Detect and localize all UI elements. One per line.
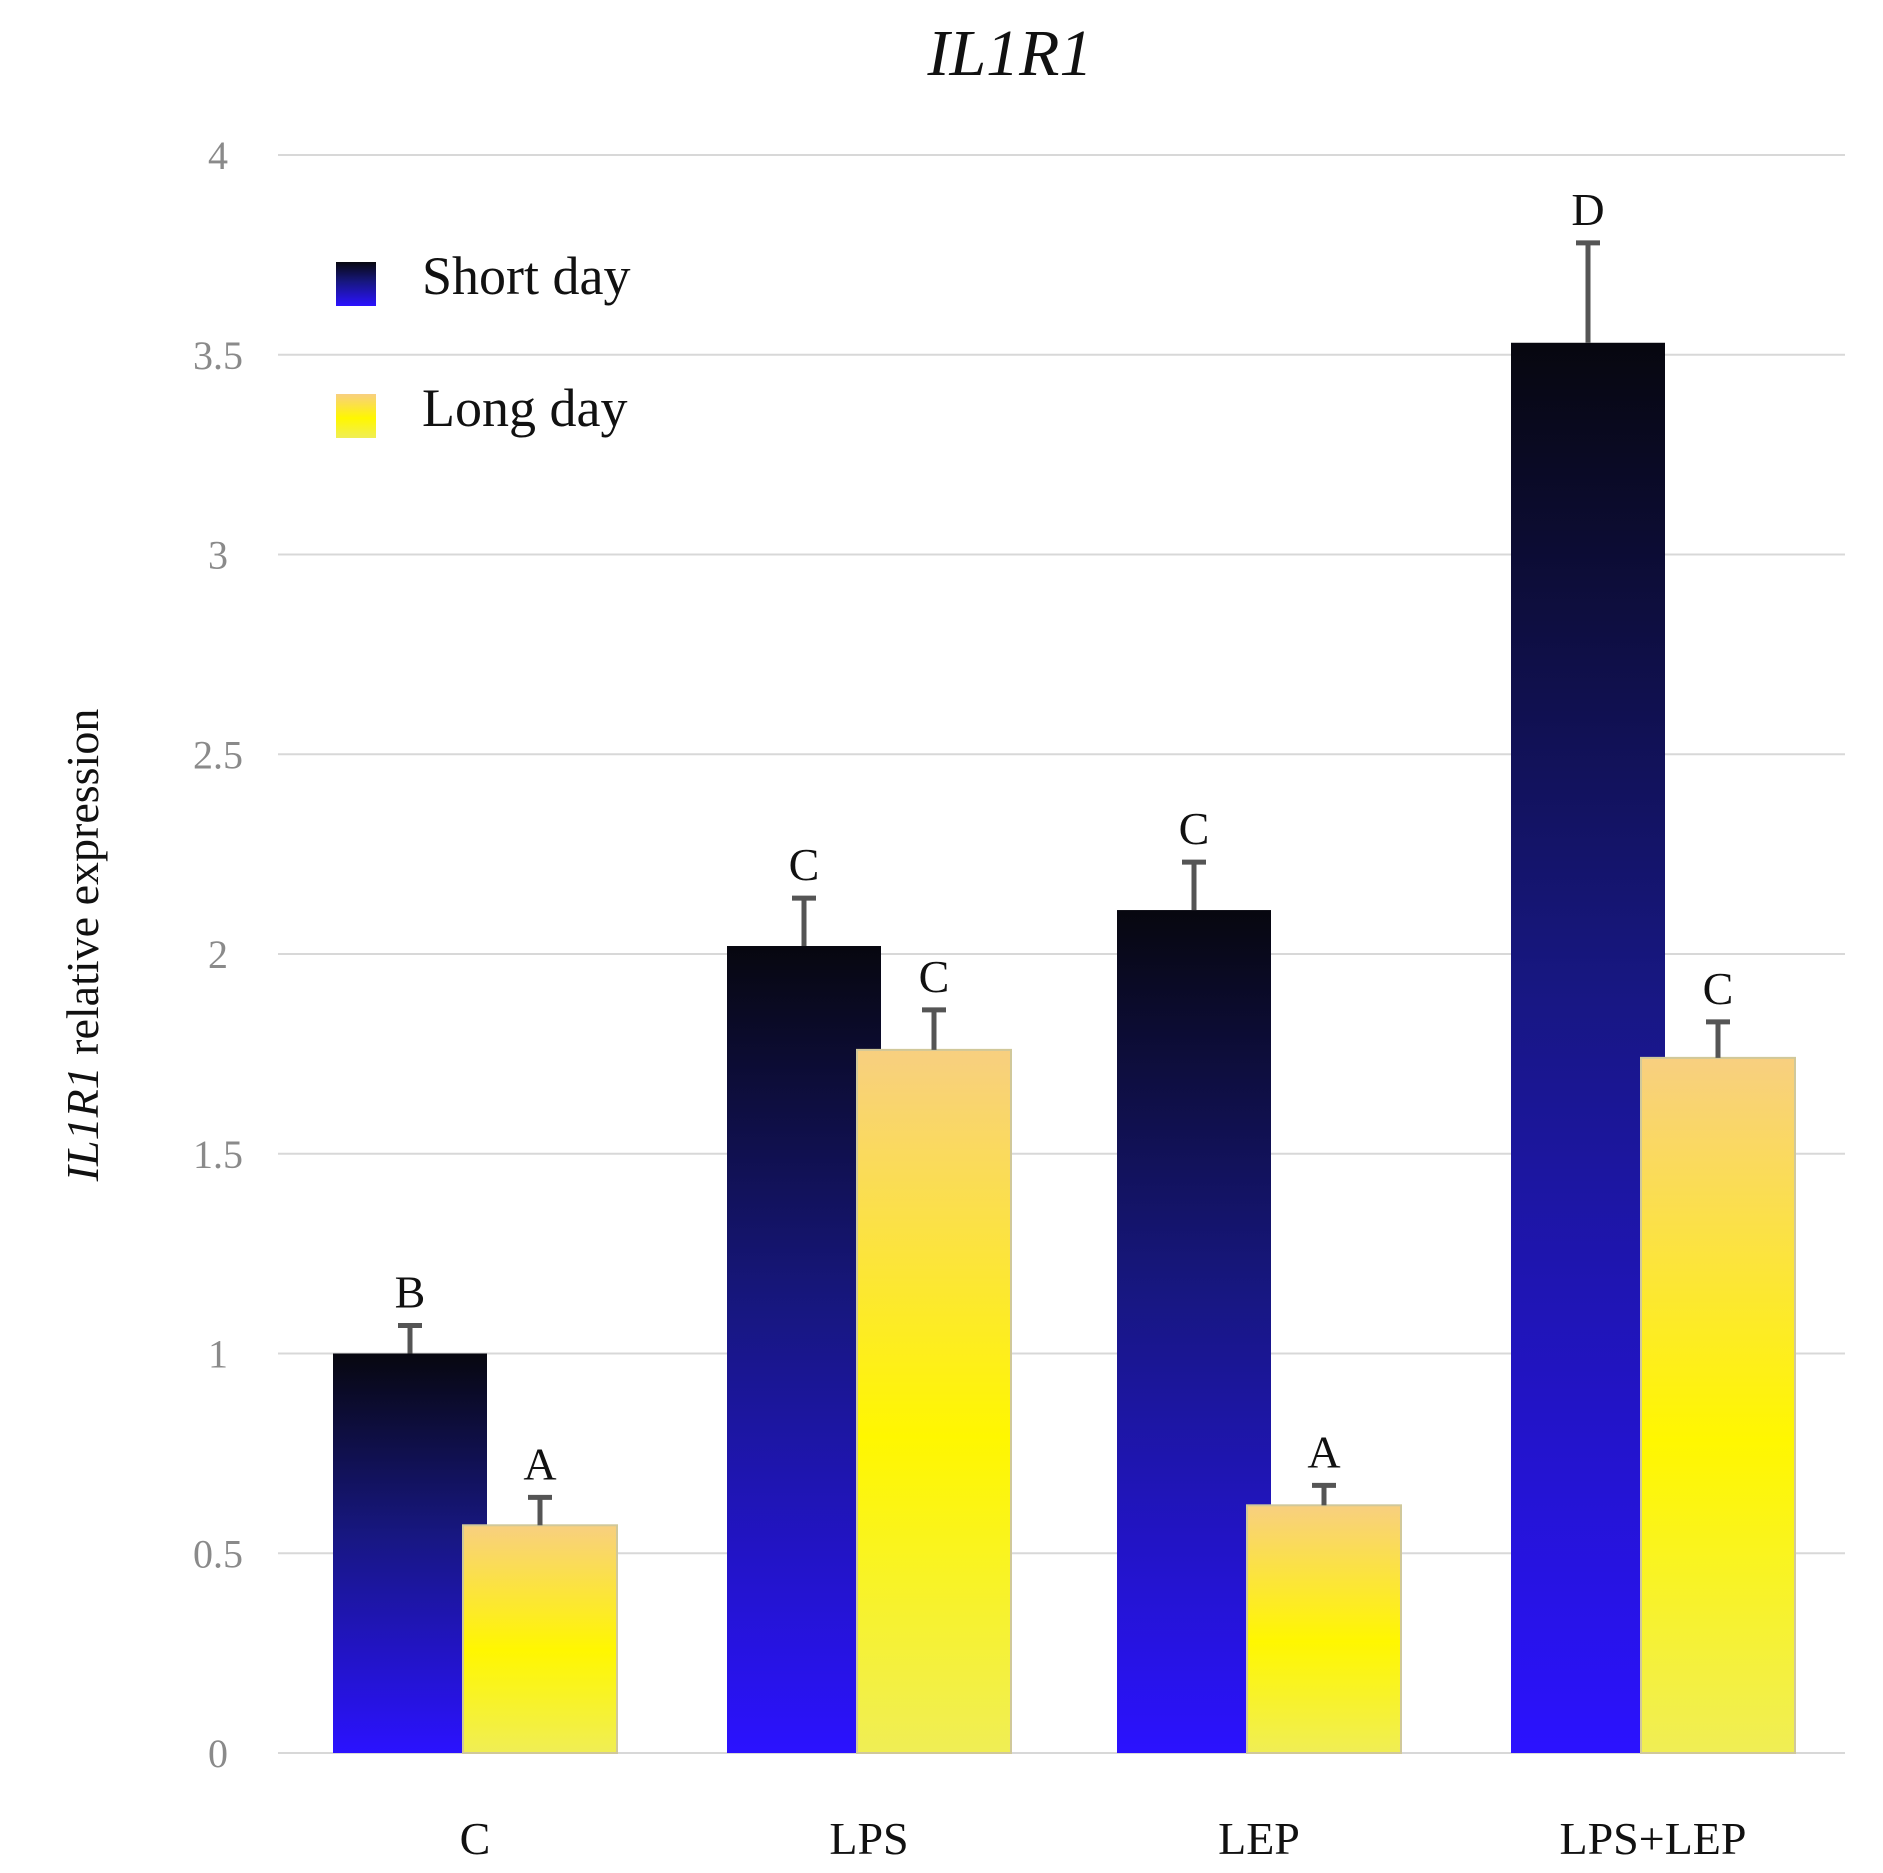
y-tick-label-6: 3 [208, 533, 228, 578]
legend-label-long-day: Long day [422, 378, 627, 438]
legend-label-short-day: Short day [422, 246, 631, 306]
bars [333, 342, 1796, 1755]
bar-short-day-1 [727, 946, 881, 1753]
sig-letter-short-day-0: B [395, 1267, 426, 1318]
x-category-label-0: C [460, 1813, 491, 1864]
x-category-label-2: LEP [1218, 1813, 1300, 1864]
bar-long-day-1 [856, 1048, 1012, 1754]
y-tick-label-7: 3.5 [193, 333, 243, 378]
y-axis-label-gene: IL1R1 [57, 1066, 108, 1182]
significance-letters: B A C C C A D C [395, 184, 1734, 1489]
bar-long-day-2 [1246, 1504, 1402, 1755]
bar-short-day-0 [333, 1353, 487, 1753]
y-tick-label-0: 0 [208, 1731, 228, 1776]
bar-short-day-3 [1511, 342, 1665, 1753]
chart-title: IL1R1 [927, 17, 1093, 90]
y-axis-label-text: relative expression [57, 709, 108, 1067]
y-tick-label-8: 4 [208, 133, 228, 178]
y-axis-label: IL1R1 relative expression [57, 709, 108, 1183]
sig-letter-short-day-2: C [1179, 803, 1210, 854]
y-tick-label-1: 0.5 [193, 1531, 243, 1576]
bar-long-day-3 [1640, 1056, 1796, 1754]
y-tick-label-4: 2 [208, 932, 228, 977]
x-axis-categories: C LPS LEP LPS+LEP [460, 1813, 1747, 1864]
bar-long-day-0 [462, 1524, 618, 1755]
sig-letter-long-day-1: C [919, 951, 950, 1002]
y-axis-ticks: 0 0.5 1 1.5 2 2.5 3 3.5 4 [193, 133, 243, 1776]
sig-letter-short-day-1: C [789, 839, 820, 890]
bar-short-day-2 [1117, 910, 1271, 1753]
sig-letter-long-day-3: C [1703, 963, 1734, 1014]
sig-letter-long-day-0: A [523, 1438, 556, 1489]
y-tick-label-5: 2.5 [193, 732, 243, 777]
error-bars [398, 240, 1730, 1526]
legend-swatch-long-day [336, 394, 376, 438]
sig-letter-long-day-2: A [1307, 1426, 1340, 1477]
sig-letter-short-day-3: D [1571, 184, 1604, 235]
y-tick-label-3: 1.5 [193, 1132, 243, 1177]
x-category-label-1: LPS [829, 1813, 908, 1864]
y-tick-label-2: 1 [208, 1332, 228, 1377]
legend: Short day Long day [336, 246, 631, 438]
legend-swatch-short-day [336, 262, 376, 306]
x-category-label-3: LPS+LEP [1560, 1813, 1747, 1864]
